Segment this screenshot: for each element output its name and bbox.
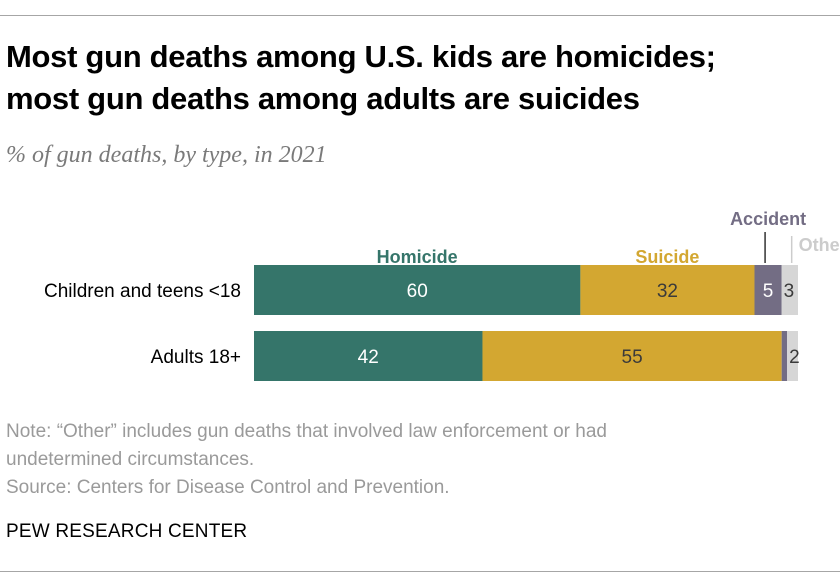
- data-label-other-children-and-teens-18: 3: [784, 281, 795, 302]
- top-rule: [0, 15, 840, 16]
- bar-suicide-adults-18: [482, 331, 782, 381]
- legend-label-other: Other: [799, 235, 840, 255]
- chart-title-line-2: most gun deaths among adults are suicide…: [6, 81, 640, 116]
- data-label-homicide-children-and-teens-18: 60: [407, 281, 428, 302]
- chart-note: Note: “Other” includes gun deaths that i…: [6, 418, 806, 502]
- data-label-suicide-adults-18: 55: [622, 347, 643, 368]
- data-label-suicide-children-and-teens-18: 32: [657, 281, 678, 302]
- bar-other-children-and-teens-18: [781, 265, 798, 315]
- source-line: Source: Centers for Disease Control and …: [6, 477, 450, 498]
- data-label-other-adults-18: 2: [789, 347, 800, 368]
- brand-label: PEW RESEARCH CENTER: [6, 521, 248, 542]
- bottom-rule: [0, 571, 840, 572]
- data-label-accident-children-and-teens-18: 5: [763, 281, 774, 302]
- legend-label-suicide: Suicide: [635, 247, 699, 267]
- bar-homicide-adults-18: [254, 331, 483, 381]
- category-label-children-and-teens-18: Children and teens <18: [44, 281, 241, 302]
- legend-label-accident: Accident: [730, 209, 806, 229]
- note-line-1: Note: “Other” includes gun deaths that i…: [6, 421, 607, 442]
- bar-suicide-children-and-teens-18: [580, 265, 755, 315]
- legend-label-homicide: Homicide: [377, 247, 458, 267]
- chart-title-line-1: Most gun deaths among U.S. kids are homi…: [6, 39, 716, 74]
- bar-accident-adults-18: [781, 331, 788, 381]
- note-line-2: undetermined circumstances.: [6, 449, 255, 470]
- chart-subtitle: % of gun deaths, by type, in 2021: [6, 142, 327, 168]
- chart-title: Most gun deaths among U.S. kids are homi…: [6, 36, 826, 120]
- bar-homicide-children-and-teens-18: [254, 265, 581, 315]
- bar-accident-children-and-teens-18: [754, 265, 782, 315]
- bar-other-adults-18: [787, 331, 798, 381]
- stacked-bar-chart: Children and teens <18 60 32 5 3 Adults 18+ 42…: [44, 209, 840, 381]
- category-label-adults-18: Adults 18+: [151, 347, 241, 368]
- data-label-homicide-adults-18: 42: [358, 347, 379, 368]
